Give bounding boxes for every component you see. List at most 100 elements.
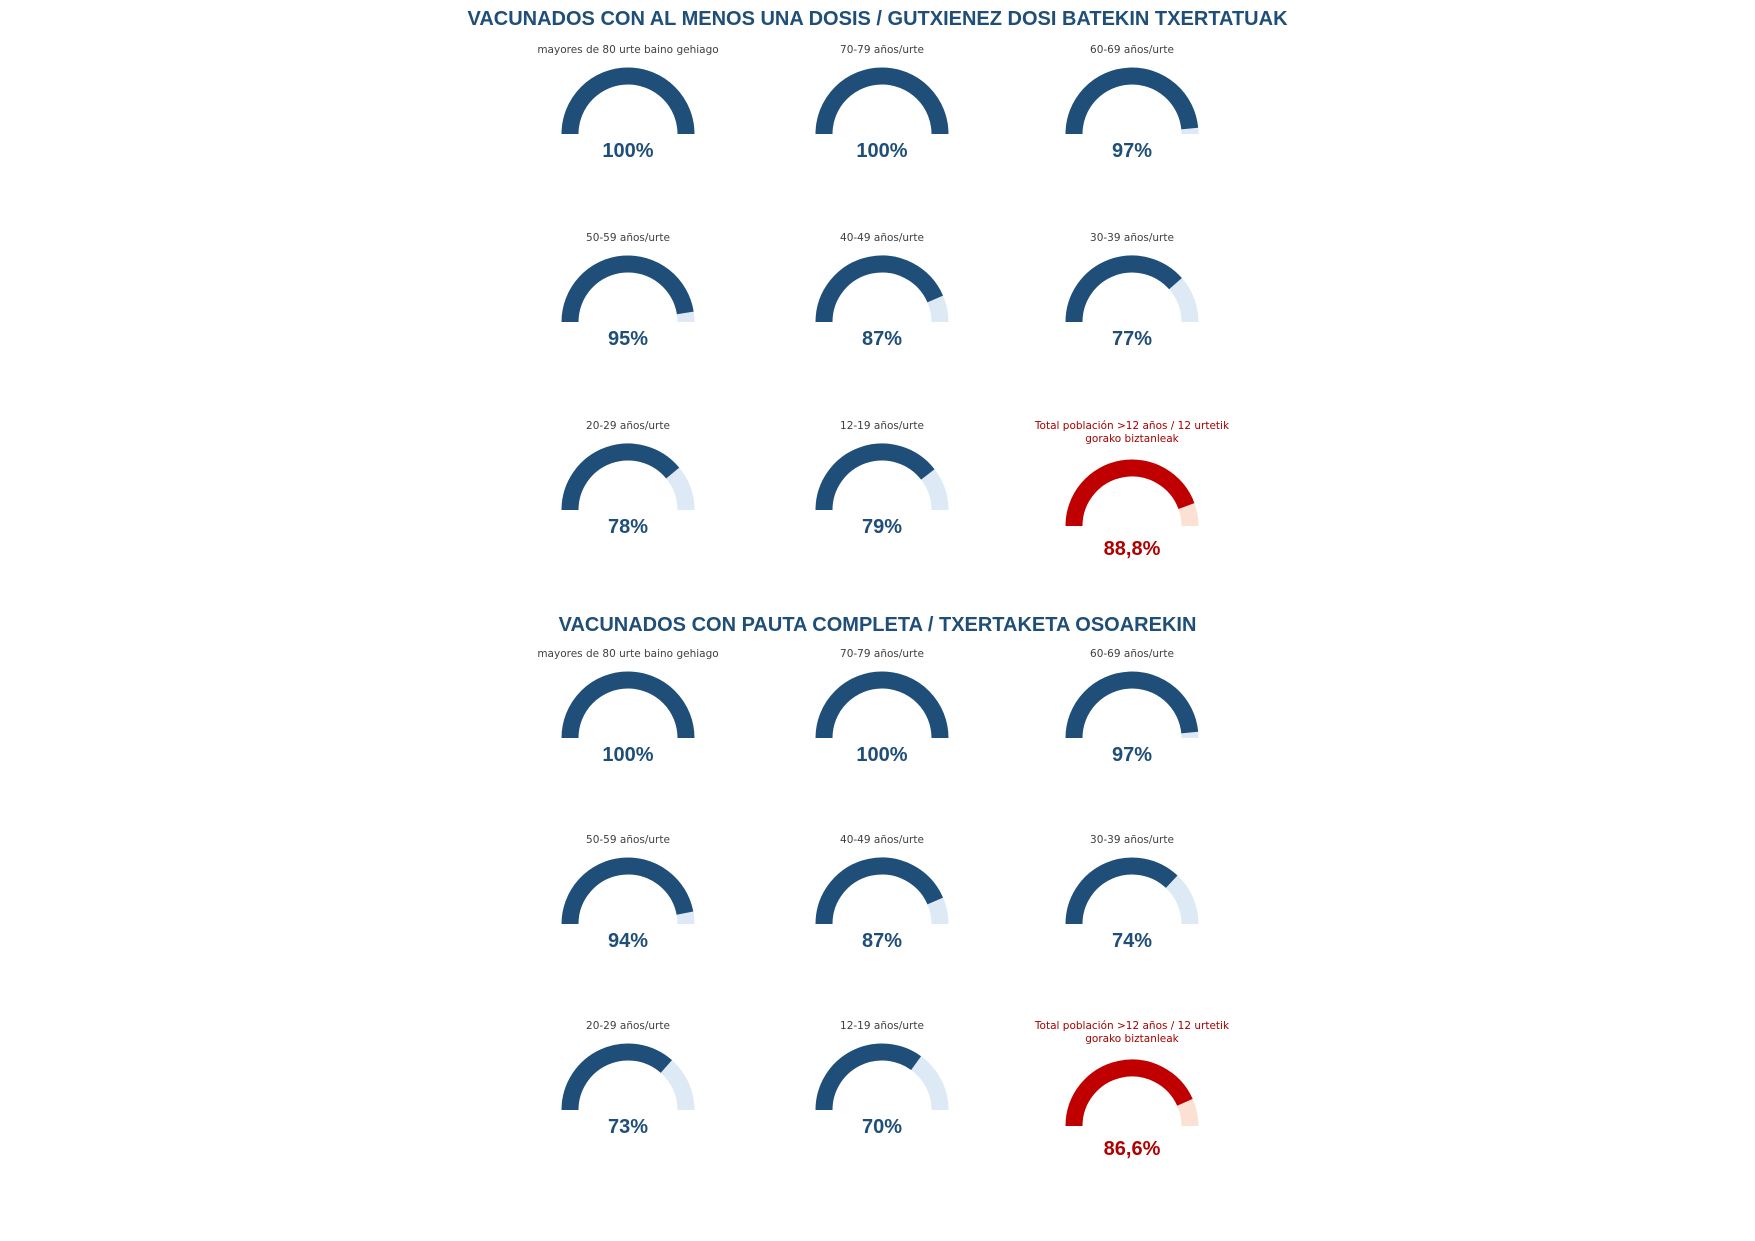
gauge-remaining-arc bbox=[1177, 1098, 1199, 1127]
gauge: 40-49 años/urte 87% bbox=[782, 834, 982, 994]
section-title-full-schedule: VACUNADOS CON PAUTA COMPLETA / TXERTAKET… bbox=[558, 614, 1197, 636]
gauge-value-arc bbox=[815, 1043, 922, 1111]
gauge-arc bbox=[561, 443, 695, 511]
gauge-label: 20-29 años/urte bbox=[586, 420, 670, 432]
gauge: 50-59 años/urte 94% bbox=[528, 834, 728, 994]
gauge-value-arc bbox=[815, 67, 949, 135]
gauge-arc bbox=[1065, 857, 1199, 925]
gauge-label: 40-49 años/urte bbox=[840, 232, 924, 244]
gauge-remaining-arc bbox=[665, 467, 695, 511]
gauge-value: 94% bbox=[607, 930, 649, 952]
gauge-arc bbox=[815, 67, 949, 135]
gauge-value-arc bbox=[815, 443, 935, 511]
gauge: 30-39 años/urte 74% bbox=[1032, 834, 1232, 994]
gauge-value: 100% bbox=[856, 744, 908, 766]
gauge-arc bbox=[1065, 255, 1199, 323]
gauge-value: 73% bbox=[607, 1116, 649, 1138]
gauge-remaining-arc bbox=[1178, 503, 1199, 527]
gauge-arc bbox=[561, 255, 695, 323]
gauge-value-arc bbox=[561, 255, 694, 323]
gauge-label: 70-79 años/urte bbox=[840, 44, 924, 56]
gauge-value-arc bbox=[561, 671, 695, 739]
gauge-arc bbox=[561, 67, 695, 135]
gauge: mayores de 80 urte baino gehiago 100% bbox=[528, 648, 728, 808]
gauge-value-arc bbox=[1065, 857, 1178, 925]
gauge-value: 100% bbox=[856, 140, 908, 162]
gauge: 70-79 años/urte 100% bbox=[782, 648, 982, 808]
gauge-remaining-arc bbox=[676, 911, 695, 925]
gauge-arc bbox=[815, 443, 949, 511]
gauge-value-arc bbox=[561, 1043, 672, 1111]
gauge-label: 60-69 años/urte bbox=[1090, 44, 1174, 56]
gauge-value: 70% bbox=[861, 1116, 903, 1138]
gauge-label: 20-29 años/urte bbox=[586, 1020, 670, 1032]
gauge-label: 30-39 años/urte bbox=[1090, 232, 1174, 244]
gauge-value-arc bbox=[561, 443, 680, 511]
gauge-value: 95% bbox=[607, 328, 649, 350]
section-title-first-dose: VACUNADOS CON AL MENOS UNA DOSIS / GUTXI… bbox=[467, 8, 1288, 30]
gauge: 12-19 años/urte 79% bbox=[782, 420, 982, 580]
gauge-remaining-arc bbox=[1168, 278, 1199, 323]
gauge-arc bbox=[815, 255, 949, 323]
gauge-arc bbox=[1065, 67, 1199, 135]
gauge-value: 97% bbox=[1111, 140, 1153, 162]
gauge-value: 86,6% bbox=[1103, 1138, 1161, 1160]
gauge: 50-59 años/urte 95% bbox=[528, 232, 728, 392]
gauge-remaining-arc bbox=[927, 897, 949, 925]
gauge-remaining-arc bbox=[920, 469, 949, 511]
gauge-label: 60-69 años/urte bbox=[1090, 648, 1174, 660]
gauge-arc bbox=[1065, 1059, 1199, 1127]
gauge-label: 12-19 años/urte bbox=[840, 1020, 924, 1032]
gauge-value-arc bbox=[561, 857, 694, 925]
gauge-label: mayores de 80 urte baino gehiago bbox=[537, 44, 719, 56]
gauge: 12-19 años/urte 70% bbox=[782, 1020, 982, 1180]
gauge-value: 100% bbox=[602, 140, 654, 162]
gauge-arc bbox=[1065, 671, 1199, 739]
gauge-label: 30-39 años/urte bbox=[1090, 834, 1174, 846]
gauge-label: 12-19 años/urte bbox=[840, 420, 924, 432]
gauge-value-arc bbox=[561, 67, 695, 135]
gauge-remaining-arc bbox=[927, 295, 949, 323]
gauge-label: 40-49 años/urte bbox=[840, 834, 924, 846]
gauge-label: 70-79 años/urte bbox=[840, 648, 924, 660]
gauge: mayores de 80 urte baino gehiago 100% bbox=[528, 44, 728, 204]
gauge-remaining-arc bbox=[660, 1060, 695, 1111]
gauge-remaining-arc bbox=[676, 311, 695, 323]
gauge-label: 50-59 años/urte bbox=[586, 834, 670, 846]
gauge-arc bbox=[815, 671, 949, 739]
gauge-value: 97% bbox=[1111, 744, 1153, 766]
gauge-arc bbox=[815, 857, 949, 925]
gauge-label: mayores de 80 urte baino gehiago bbox=[537, 648, 719, 660]
gauge-arc bbox=[1065, 459, 1199, 527]
gauge: 60-69 años/urte 97% bbox=[1032, 648, 1232, 808]
gauge: 70-79 años/urte 100% bbox=[782, 44, 982, 204]
gauge: Total población >12 años / 12 urtetik go… bbox=[1032, 1020, 1232, 1180]
gauge-value-arc bbox=[1065, 459, 1195, 527]
gauge-value: 87% bbox=[861, 930, 903, 952]
gauge-value-arc bbox=[1065, 67, 1199, 135]
gauge-value-arc bbox=[815, 671, 949, 739]
gauge-value-arc bbox=[1065, 671, 1199, 739]
gauge: 30-39 años/urte 77% bbox=[1032, 232, 1232, 392]
gauge-value: 100% bbox=[602, 744, 654, 766]
gauge-label: 50-59 años/urte bbox=[586, 232, 670, 244]
gauge-value: 77% bbox=[1111, 328, 1153, 350]
gauge-remaining-arc bbox=[1165, 875, 1199, 925]
gauge-value: 87% bbox=[861, 328, 903, 350]
gauge-arc bbox=[561, 857, 695, 925]
gauge-value: 78% bbox=[607, 516, 649, 538]
gauge-value-arc bbox=[815, 255, 944, 323]
gauge: Total población >12 años / 12 urtetik go… bbox=[1032, 420, 1232, 580]
gauge: 20-29 años/urte 73% bbox=[528, 1020, 728, 1180]
gauge-value-arc bbox=[1065, 1059, 1193, 1127]
gauge: 40-49 años/urte 87% bbox=[782, 232, 982, 392]
gauge-label: Total población >12 años / 12 urtetik go… bbox=[1034, 1020, 1230, 1045]
gauge-value: 88,8% bbox=[1103, 538, 1161, 560]
gauge-arc bbox=[561, 1043, 695, 1111]
gauge-value-arc bbox=[1065, 255, 1182, 323]
gauge-value: 74% bbox=[1111, 930, 1153, 952]
gauge-arc bbox=[561, 671, 695, 739]
gauge-arc bbox=[815, 1043, 949, 1111]
gauge-label: Total población >12 años / 12 urtetik go… bbox=[1034, 420, 1230, 445]
gauge-value-arc bbox=[815, 857, 944, 925]
